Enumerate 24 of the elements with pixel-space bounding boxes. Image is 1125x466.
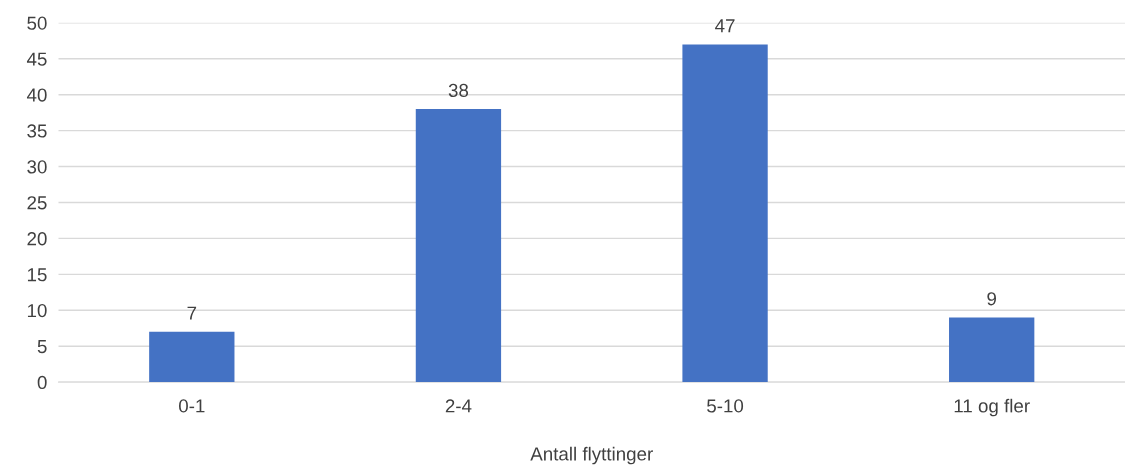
data-label: 38 xyxy=(448,83,469,98)
bar xyxy=(949,317,1035,383)
y-tick-label: 20 xyxy=(27,232,47,246)
data-label: 9 xyxy=(987,292,997,306)
y-tick-label: 35 xyxy=(27,124,47,138)
bar xyxy=(149,331,235,383)
y-tick-label: 45 xyxy=(26,52,47,66)
y-tick-label: 10 xyxy=(27,303,47,318)
y-tick-label: 50 xyxy=(27,16,47,30)
y-tick-label: 5 xyxy=(37,340,47,354)
bar xyxy=(682,44,768,383)
y-tick-label: 30 xyxy=(27,160,47,174)
y-tick-label: 25 xyxy=(27,196,47,210)
y-tick-label: 40 xyxy=(26,88,47,102)
data-label: 47 xyxy=(715,19,735,33)
x-tick-label: 11 og fler xyxy=(954,398,1030,417)
y-tick-label: 0 xyxy=(37,375,47,390)
x-tick-label: 5-10 xyxy=(707,399,744,413)
x-tick-label: 0-1 xyxy=(179,399,205,413)
y-tick-label: 15 xyxy=(27,268,47,282)
bar xyxy=(415,109,502,383)
x-axis-title: Antall flyttinger xyxy=(530,446,653,465)
x-tick-label: 2-4 xyxy=(445,399,472,413)
data-label: 7 xyxy=(187,306,197,320)
